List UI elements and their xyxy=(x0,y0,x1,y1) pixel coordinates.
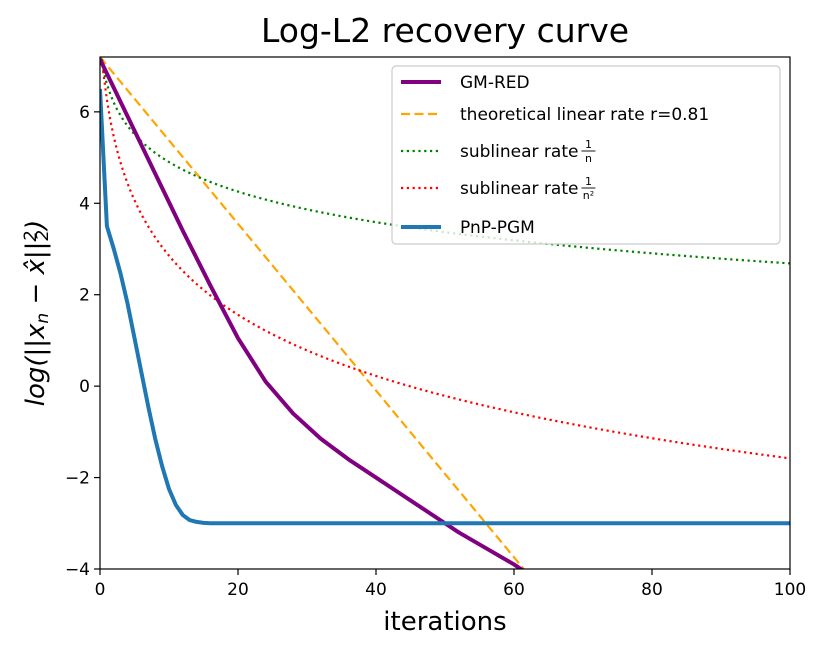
x-tick-label: 100 xyxy=(774,580,806,600)
y-axis-label: log(||xn − x̂||22) xyxy=(21,220,54,407)
legend-fraction-denominator: n xyxy=(585,152,592,165)
legend: GM-RED theoretical linear rate r=0.81 subl… xyxy=(391,65,781,245)
x-tick-label: 40 xyxy=(365,580,387,600)
series-layer xyxy=(100,57,790,569)
y-tick-label: 6 xyxy=(79,103,90,123)
legend-box xyxy=(391,65,781,245)
y-tick-label: 4 xyxy=(79,194,90,214)
y-axis-ticks: −4 −2 0 2 4 6 xyxy=(65,103,100,580)
series-line-gm-red xyxy=(100,58,525,569)
legend-label: sublinear rate xyxy=(460,179,578,199)
y-tick-label: −4 xyxy=(65,560,90,580)
legend-fraction-denominator: n² xyxy=(583,189,594,202)
y-tick-label: −2 xyxy=(65,469,90,489)
legend-fraction-numerator: 1 xyxy=(585,175,592,188)
series-line-theoretical-linear-rate xyxy=(100,57,526,569)
series-line-sublinear-rate-1-n xyxy=(100,57,790,460)
x-tick-label: 0 xyxy=(95,580,106,600)
x-tick-label: 20 xyxy=(227,580,249,600)
x-axis-ticks: 0 20 40 60 80 100 xyxy=(95,569,806,600)
x-tick-label: 60 xyxy=(503,580,525,600)
x-axis-label: iterations xyxy=(383,607,506,637)
series-line-pnp-pgm xyxy=(100,88,790,526)
legend-label: GM-RED xyxy=(460,73,530,93)
legend-label: PnP-PGM xyxy=(460,218,535,238)
chart-title: Log-L2 recovery curve xyxy=(261,11,629,50)
legend-label: sublinear rate xyxy=(460,142,578,162)
plot-frame xyxy=(99,56,791,570)
legend-fraction-numerator: 1 xyxy=(585,138,592,151)
y-tick-label: 0 xyxy=(79,377,90,397)
x-tick-label: 80 xyxy=(641,580,663,600)
legend-label: theoretical linear rate r=0.81 xyxy=(460,105,709,125)
y-tick-label: 2 xyxy=(79,286,90,306)
